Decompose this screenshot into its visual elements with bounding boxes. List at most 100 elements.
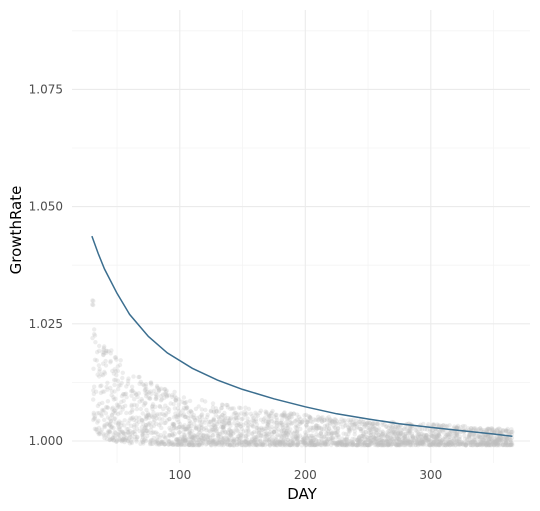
data-point xyxy=(330,435,335,441)
data-point xyxy=(213,427,218,433)
data-point xyxy=(429,428,435,434)
data-point xyxy=(380,430,386,435)
data-point xyxy=(208,435,213,440)
data-point xyxy=(503,429,508,435)
data-point xyxy=(317,425,322,431)
data-point xyxy=(314,426,320,431)
data-point xyxy=(238,424,243,429)
data-point xyxy=(329,419,335,424)
data-point xyxy=(400,427,405,433)
data-point xyxy=(424,433,430,438)
data-point xyxy=(394,435,399,440)
data-point xyxy=(322,442,328,448)
data-point xyxy=(210,438,216,443)
data-point xyxy=(407,429,412,434)
data-point xyxy=(316,418,321,423)
data-point xyxy=(154,442,159,447)
data-point xyxy=(370,421,375,427)
data-point xyxy=(120,404,126,410)
data-point xyxy=(335,440,340,445)
data-point xyxy=(351,441,356,446)
data-point xyxy=(283,443,288,448)
data-point xyxy=(290,438,295,443)
data-point xyxy=(509,442,514,447)
data-point xyxy=(170,422,176,427)
data-point xyxy=(99,412,104,417)
data-point xyxy=(168,427,173,432)
data-point xyxy=(329,432,334,437)
data-point xyxy=(180,424,185,429)
data-point xyxy=(315,442,320,447)
data-point xyxy=(505,442,511,447)
data-point xyxy=(361,434,366,439)
data-point xyxy=(453,435,459,440)
data-point xyxy=(150,430,156,435)
data-point xyxy=(310,438,315,444)
data-point xyxy=(492,439,497,445)
data-point xyxy=(366,443,372,448)
data-point xyxy=(114,439,119,444)
data-point xyxy=(136,419,142,425)
data-point xyxy=(290,440,295,446)
data-point xyxy=(393,442,399,447)
data-point xyxy=(483,435,488,440)
data-point xyxy=(476,435,482,440)
data-point xyxy=(456,441,461,447)
data-point xyxy=(219,441,224,447)
data-point xyxy=(385,439,390,444)
data-point xyxy=(274,415,279,420)
data-point xyxy=(311,425,316,430)
data-point xyxy=(201,438,206,444)
data-point xyxy=(206,428,212,433)
data-point xyxy=(312,437,317,443)
data-point xyxy=(381,438,387,443)
data-point xyxy=(354,425,359,430)
data-point xyxy=(316,441,321,446)
data-point xyxy=(503,439,508,445)
data-point xyxy=(478,435,483,440)
data-point xyxy=(264,431,269,436)
data-point xyxy=(263,434,268,439)
data-point xyxy=(231,412,236,417)
data-point xyxy=(272,426,277,432)
data-point xyxy=(101,345,107,351)
data-point xyxy=(451,438,456,443)
data-point xyxy=(240,416,245,421)
data-point xyxy=(503,440,509,445)
data-point xyxy=(367,420,372,426)
data-point xyxy=(465,437,470,443)
data-point xyxy=(396,430,401,435)
data-point xyxy=(254,437,259,443)
data-point xyxy=(372,435,378,440)
data-point xyxy=(280,440,286,445)
data-point xyxy=(217,416,222,421)
data-point xyxy=(380,441,386,446)
data-point xyxy=(90,335,95,341)
data-point xyxy=(482,432,487,438)
data-point xyxy=(274,429,279,434)
data-point xyxy=(130,415,136,420)
data-point xyxy=(474,427,479,433)
data-point xyxy=(342,438,347,443)
data-point xyxy=(124,410,129,416)
data-point xyxy=(140,439,145,445)
data-point xyxy=(227,417,233,422)
y-tick-label: 1.050 xyxy=(29,200,63,214)
data-point xyxy=(351,441,356,446)
data-point xyxy=(126,421,131,426)
data-point xyxy=(319,419,325,424)
data-point xyxy=(207,435,212,440)
data-point xyxy=(481,438,486,443)
data-point xyxy=(109,425,114,431)
data-point xyxy=(378,433,383,438)
data-point xyxy=(375,439,380,444)
data-point xyxy=(504,429,509,434)
data-point xyxy=(392,430,397,435)
data-point xyxy=(288,414,293,419)
data-point xyxy=(160,417,165,422)
data-point xyxy=(484,443,489,448)
data-point xyxy=(445,442,450,448)
data-point xyxy=(280,412,285,417)
data-point xyxy=(155,412,160,417)
data-point xyxy=(344,437,349,442)
